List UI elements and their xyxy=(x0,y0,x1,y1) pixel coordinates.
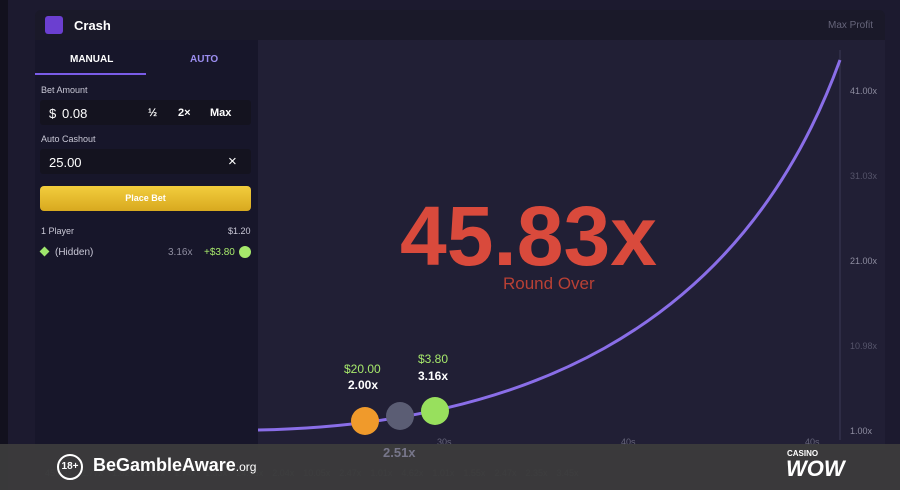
cashout-field[interactable] xyxy=(40,149,251,174)
y-axis-label: 31.03x xyxy=(850,171,878,181)
app-icon xyxy=(45,16,63,34)
bet-amount[interactable]: 0.08 xyxy=(62,106,88,121)
player-count: 1 Player xyxy=(41,226,75,236)
marker-amount: $3.80 xyxy=(418,352,449,366)
game-area xyxy=(258,40,885,450)
age-badge: 18+ xyxy=(57,454,83,480)
double-button[interactable]: 2× xyxy=(178,107,191,119)
casino-label: CASINO xyxy=(787,449,819,458)
bitcoin-marker xyxy=(351,407,379,435)
marker-amount: $20.00 xyxy=(344,362,381,376)
crash-multiplier: 45.83x xyxy=(400,189,657,283)
cashout-clear[interactable]: × xyxy=(228,153,237,170)
profit-icon xyxy=(239,246,251,258)
bet-label: Bet Amount xyxy=(41,85,88,95)
aware-suffix: .org xyxy=(235,460,257,474)
cashout-value[interactable]: 25.00 xyxy=(49,155,82,170)
left-edge xyxy=(0,0,8,490)
half-button[interactable]: ½ xyxy=(148,107,158,119)
round-status: Round Over xyxy=(503,274,595,293)
bet-currency: $ xyxy=(49,106,57,121)
aware-text: BeGambleAware xyxy=(93,455,236,475)
cash-marker xyxy=(421,397,449,425)
x-axis-label: 30s xyxy=(437,437,452,447)
player-total: $1.20 xyxy=(228,226,251,236)
marker-multiplier: 3.16x xyxy=(418,369,449,383)
title: Crash xyxy=(74,18,111,33)
graph xyxy=(258,50,842,440)
place-bet-button[interactable]: Place Bet xyxy=(40,186,251,211)
ethereum-marker xyxy=(386,402,414,430)
wow-logo: WOW xyxy=(786,456,845,481)
bet-field[interactable] xyxy=(40,100,251,125)
x-axis-label: 40s xyxy=(805,437,820,447)
current-multiplier: 2.51x xyxy=(383,445,416,460)
y-axis-label: 10.98x xyxy=(850,341,878,351)
player-multiplier: 3.16x xyxy=(168,247,193,258)
gamble-banner xyxy=(0,444,900,490)
x-axis-label: 40s xyxy=(621,437,636,447)
y-axis-label: 41.00x xyxy=(850,86,878,96)
y-axis-label: 21.00x xyxy=(850,256,878,266)
tab-underline xyxy=(35,73,146,75)
tab-auto[interactable]: AUTO xyxy=(190,54,219,65)
y-axis-label: 1.00x xyxy=(850,426,873,436)
max-profit[interactable]: Max Profit xyxy=(828,20,874,31)
aware-logo: BeGambleAware.org xyxy=(93,455,256,476)
player-name: (Hidden) xyxy=(55,247,94,258)
cashout-label: Auto Cashout xyxy=(41,134,96,144)
marker-multiplier: 2.00x xyxy=(348,378,379,392)
tab-manual[interactable]: MANUAL xyxy=(70,54,114,65)
player-profit: +$3.80 xyxy=(204,247,235,258)
max-button[interactable]: Max xyxy=(210,107,232,119)
